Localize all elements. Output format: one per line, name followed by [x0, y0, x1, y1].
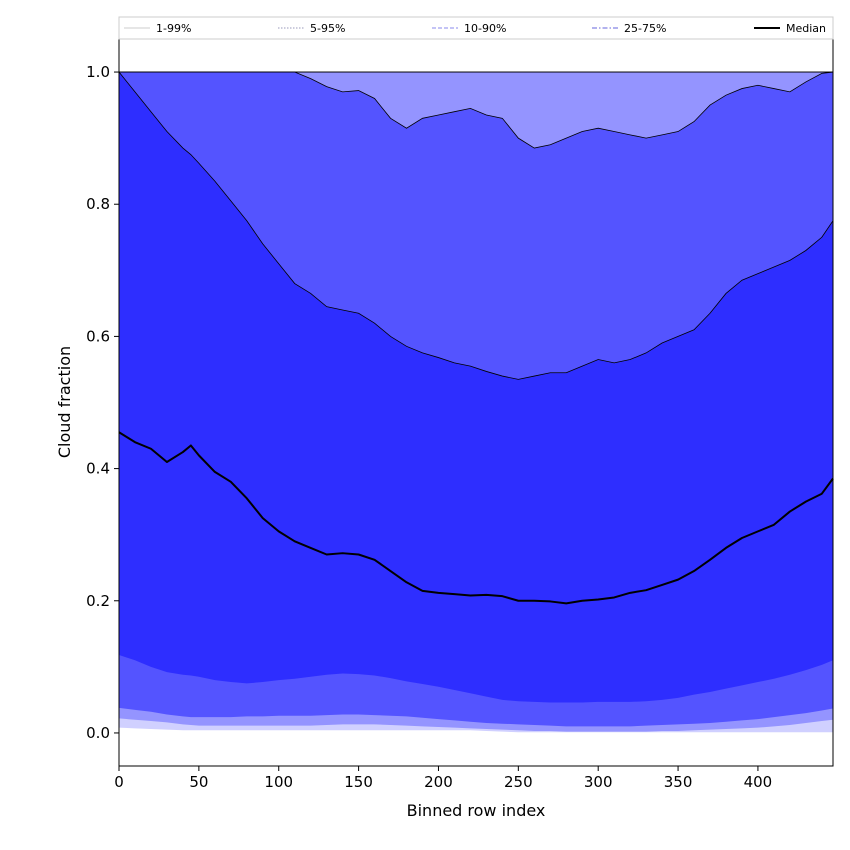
- y-tick-label: 1.0: [86, 63, 110, 81]
- median-line: [118, 431, 834, 605]
- x-tick-label: 400: [744, 773, 773, 791]
- legend-label-median: Median: [786, 22, 826, 35]
- y-tick-label: 0.8: [86, 195, 110, 213]
- band-10-90-upper-edge: [119, 71, 834, 149]
- y-tick-label: 0.2: [86, 592, 110, 610]
- y-tick-label: 0.4: [86, 460, 110, 478]
- x-tick-label: 300: [584, 773, 613, 791]
- legend: 1-99% 5-95% 10-90% 25-75% Median: [118, 16, 834, 40]
- y-tick-label: 0.0: [86, 724, 110, 742]
- legend-label-5-95: 5-95%: [310, 22, 345, 35]
- x-tick-label: 0: [114, 773, 124, 791]
- x-tick-label: 100: [264, 773, 293, 791]
- y-tick-label: 0.6: [86, 327, 110, 345]
- median-layer: [118, 431, 834, 605]
- legend-box: [118, 16, 834, 40]
- y-axis-label: Cloud fraction: [55, 346, 74, 458]
- band-25-75: [119, 72, 833, 703]
- x-axis: 0 50 100 150 200 250 300 350 400: [114, 766, 772, 791]
- legend-label-1-99: 1-99%: [156, 22, 191, 35]
- x-tick-label: 150: [344, 773, 373, 791]
- x-axis-label: Binned row index: [407, 801, 546, 820]
- x-tick-label: 250: [504, 773, 533, 791]
- plot-areas: [118, 71, 834, 733]
- x-tick-label: 50: [189, 773, 208, 791]
- x-tick-label: 350: [664, 773, 693, 791]
- legend-label-25-75: 25-75%: [624, 22, 666, 35]
- legend-label-10-90: 10-90%: [464, 22, 506, 35]
- band-25-75-upper-edge: [118, 71, 834, 380]
- y-axis: 0.0 0.2 0.4 0.6 0.8 1.0: [86, 63, 119, 742]
- x-tick-label: 200: [424, 773, 453, 791]
